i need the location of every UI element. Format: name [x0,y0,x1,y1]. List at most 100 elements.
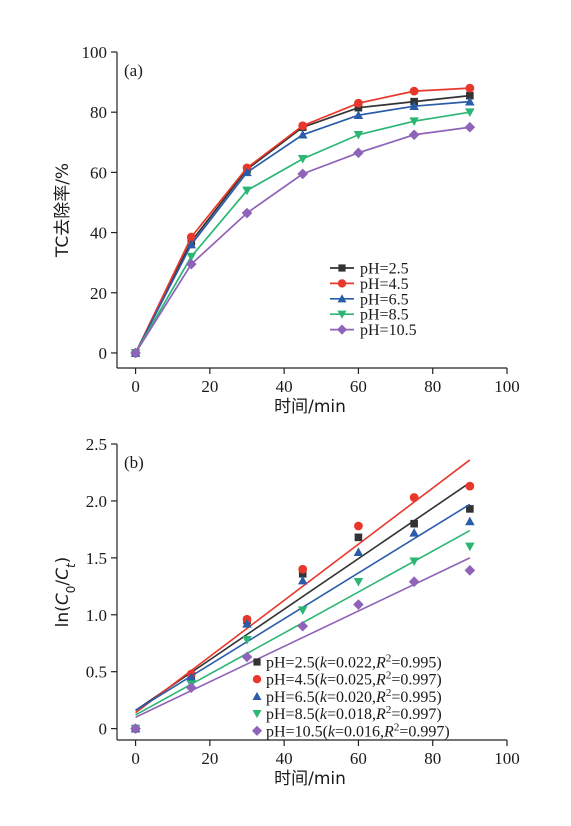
data-point [242,167,252,177]
legend-marker [336,324,348,335]
data-point [297,130,308,139]
y-tick-label: 0 [99,344,108,363]
data-point [186,672,197,682]
data-point [353,130,364,140]
y-axis-title-part: C [53,568,73,580]
series-5 [130,121,476,359]
data-point [409,557,419,567]
data-point [242,186,252,196]
y-axis-title-part: ) [53,557,73,564]
data-point [409,528,419,537]
data-point [130,723,141,734]
legend-label-part: pH=4.5( [266,672,320,689]
legend-label-part: =0.018, [327,706,376,723]
data-point [408,129,420,141]
data-point [297,168,309,180]
data-point [409,117,419,126]
y-tick-label: 2.0 [86,492,107,511]
legend-marker [337,294,347,303]
data-point [464,565,476,576]
y-tick-label: 2.5 [86,435,107,454]
legend-label: pH=8.5 [360,307,409,324]
legend-label-part: k [320,655,328,672]
legend-marker [338,264,346,272]
legend-marker [251,725,263,736]
data-point [297,606,308,615]
data-point [185,682,197,693]
x-tick-label: 40 [276,377,293,396]
y-axis-title-part: ln( [53,605,73,627]
legend-marker [252,710,262,719]
legend-label: pH=6.5(k=0.020,R2=0.995) [266,687,442,706]
y-axis-title-part: 0 [64,586,78,594]
x-tick-label: 0 [131,749,140,768]
data-point [186,232,196,242]
legend-label-part: =0.020, [327,689,376,706]
legend-label-part: =0.025, [327,672,376,689]
x-tick-label: 40 [276,749,293,768]
data-point [297,155,308,164]
x-tick-label: 20 [201,377,218,396]
data-point [353,147,364,159]
data-point [465,83,475,93]
data-point [297,575,308,585]
data-point [353,577,364,587]
data-point [130,347,141,359]
data-point [409,493,419,502]
data-point [465,96,475,106]
panel-label: (a) [124,61,143,80]
data-point [186,252,197,262]
y-axis-title-part: C [53,593,73,605]
legend-label-part: R [375,689,386,706]
data-point [298,569,307,578]
y-tick-label: 100 [82,43,108,62]
y-tick-label: 0 [99,720,108,739]
data-point [298,564,308,574]
y-tick-label: 60 [90,163,107,182]
legend-label-part: R [375,672,386,689]
data-point [409,86,419,96]
legend-label-part: k [320,706,328,723]
data-point [465,542,475,552]
legend-label-part: 2 [386,670,392,682]
x-tick-label: 100 [494,377,520,396]
legend-label-part: k [320,672,328,689]
data-point [185,258,197,270]
data-point [241,207,253,219]
y-tick-label: 80 [90,103,107,122]
data-point [465,108,475,117]
legend-marker [337,310,347,319]
data-point [241,651,253,663]
data-point [354,98,363,108]
panel-label: (b) [124,453,144,472]
y-axis-title-part: / [53,580,73,586]
data-point [464,121,476,133]
legend-label: pH=6.5 [360,291,409,308]
x-axis-title: 时间/min [274,397,346,417]
y-axis-title: ln(C0/Ct) [53,557,78,628]
series-5 [130,557,476,734]
x-tick-label: 60 [350,377,367,396]
legend-label-part: R [375,706,386,723]
legend-label-part: =0.995) [391,689,441,706]
legend-label-part: pH=2.5( [266,655,320,672]
data-point [353,110,364,119]
data-point [465,516,475,526]
data-point [354,533,363,542]
x-tick-label: 20 [201,749,218,768]
x-axis-title: 时间/min [274,769,346,789]
legend-marker [252,675,262,684]
x-tick-label: 60 [350,749,367,768]
legend-marker [253,658,261,666]
x-tick-label: 100 [494,749,520,768]
legend-label: pH=2.5 [360,261,409,278]
y-tick-label: 20 [90,284,107,303]
data-point [466,91,474,100]
legend-label: pH=4.5 [360,276,409,293]
legend-label-part: 2 [386,687,392,699]
data-point [242,619,252,628]
data-point [353,599,364,610]
legend-label: pH=2.5(k=0.022,R2=0.995) [266,653,442,672]
